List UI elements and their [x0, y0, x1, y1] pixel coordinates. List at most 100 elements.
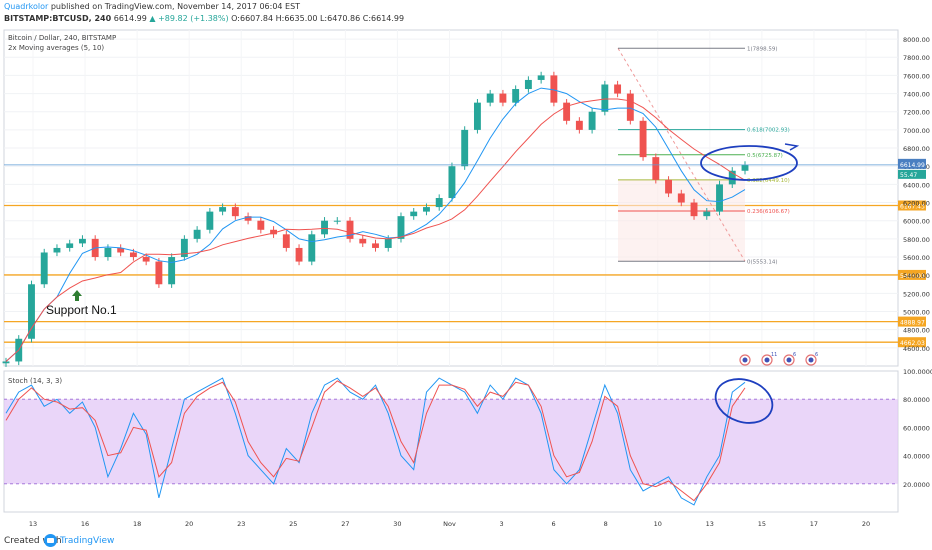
- event-dot: [742, 357, 748, 363]
- footer: Created with TradingView: [0, 532, 932, 550]
- candle-body: [372, 243, 379, 248]
- author-link[interactable]: Quadrkolor: [4, 2, 49, 11]
- up-arrow-icon: [72, 290, 82, 301]
- candle-body: [626, 93, 634, 121]
- time-axis[interactable]: 13 16 18 20 23 25 27 30 Nov 3 6 8 10 13 15 17 20: [29, 520, 870, 528]
- price-tick-label: 7800.00: [903, 54, 930, 62]
- price-tick-label: 5600.00: [903, 254, 930, 262]
- stoch-tick-label: 60.0000: [903, 424, 930, 432]
- support-price-label: 5403.03: [900, 273, 925, 280]
- candle-body: [244, 216, 252, 221]
- event-badge-count: 6: [793, 352, 796, 358]
- stoch-axis[interactable]: 100.0000 80.0000 60.0000 40.0000 20.0000: [903, 368, 932, 489]
- price-tick-label: 5000.00: [903, 309, 930, 317]
- time-tick-label: 3: [499, 520, 503, 528]
- support-price-label: 4888.97: [900, 320, 925, 327]
- price-tick-label: 6000.00: [903, 218, 930, 226]
- last-price-tag-label: 6614.99: [900, 162, 925, 169]
- candle-body: [410, 211, 418, 217]
- candle-body: [499, 93, 507, 103]
- event-dot: [808, 357, 814, 363]
- price-tick-label: 5400.00: [903, 272, 930, 280]
- stoch-tick-label: 80.0000: [903, 396, 930, 404]
- time-tick-label: 20: [862, 520, 870, 528]
- price-tick-label: 7200.00: [903, 109, 930, 117]
- candle-body: [79, 238, 86, 244]
- candle-body: [308, 234, 316, 262]
- candle-body: [219, 207, 227, 212]
- candle-body: [2, 361, 10, 364]
- chart-header: Quadrkolor published on TradingView.com,…: [0, 0, 932, 26]
- candle-body: [575, 120, 583, 130]
- candle-body: [601, 84, 609, 112]
- candle-body: [206, 211, 214, 230]
- ohlc-line: BITSTAMP:BTCUSD, 240 6614.99 ▲ +89.82 (+…: [4, 13, 404, 24]
- fib-level-label: 0(5553.14): [747, 259, 778, 265]
- candle-body: [690, 202, 698, 217]
- time-tick-label: 17: [810, 520, 818, 528]
- candle-body: [53, 247, 61, 253]
- candle-body: [155, 261, 163, 285]
- candle-body: [639, 120, 647, 158]
- price-tick-label: 4800.00: [903, 327, 930, 335]
- candle-body: [665, 179, 672, 194]
- candle-body: [231, 207, 239, 217]
- stoch-tick-label: 100.0000: [903, 368, 932, 376]
- price-tick-label: 5200.00: [903, 290, 930, 298]
- support-price-tag: [898, 200, 926, 211]
- publish-line: Quadrkolor published on TradingView.com,…: [4, 1, 300, 12]
- candle-body: [563, 102, 571, 121]
- candle-body: [168, 257, 176, 285]
- time-tick-label: 13: [706, 520, 714, 528]
- price-tick-label: 8000.00: [903, 36, 930, 44]
- candle-body: [423, 207, 430, 212]
- price-axis[interactable]: 8000.00 7800.00 7600.00 7400.00 7200.00 7000.…: [4, 36, 930, 353]
- time-tick-label: 18: [133, 520, 141, 528]
- price-tick-label: 7400.00: [903, 91, 930, 99]
- candle-body: [180, 238, 188, 258]
- event-dot: [786, 357, 792, 363]
- time-tick-label: 8: [604, 520, 608, 528]
- chart-canvas[interactable]: 6167.43 5403.03 4888.97 4662.03 1(7898.59) 0…: [0, 26, 932, 532]
- stoch-highlight-ellipse: [714, 378, 774, 424]
- time-tick-label: 13: [29, 520, 37, 528]
- candle-body: [728, 170, 736, 185]
- time-tick-label: 10: [654, 520, 662, 528]
- fib-level-label: 1(7898.59): [747, 46, 778, 52]
- countdown-tag-label: 55.47: [900, 172, 917, 179]
- stoch-k-line: [5, 377, 746, 506]
- candle-body: [716, 184, 723, 212]
- fib-level-label: 0.236(6106.67): [747, 209, 790, 215]
- ohlc-values: O:6607.84 H:6635.00 L:6470.86 C:6614.99: [231, 14, 405, 23]
- candle-body: [117, 247, 125, 253]
- candle-body: [461, 129, 469, 167]
- candle-body: [537, 75, 545, 80]
- event-badge-count: 11: [771, 352, 777, 358]
- candle-body: [270, 229, 278, 235]
- support-price-label: 4662.03: [900, 340, 925, 347]
- event-badges[interactable]: 11 6 6: [739, 352, 818, 366]
- time-tick-label: 20: [185, 520, 193, 528]
- support-price-tag: [898, 269, 926, 280]
- candle-body: [257, 220, 265, 230]
- stoch-band: [4, 399, 898, 484]
- change-label: ▲ +89.82 (+1.38%): [149, 14, 229, 23]
- price-tick-label: 7000.00: [903, 127, 930, 135]
- candle-body: [359, 238, 367, 244]
- support-lines: 6167.43 5403.03 4888.97 4662.03: [4, 200, 926, 348]
- time-tick-label: Nov: [443, 520, 456, 528]
- candle-body: [473, 102, 481, 130]
- stoch-series: [4, 377, 898, 506]
- support-annotation: Support No.1: [46, 303, 117, 317]
- time-tick-label: 23: [237, 520, 245, 528]
- price-tick-label: 7600.00: [903, 72, 930, 80]
- tradingview-link[interactable]: TradingView: [60, 536, 115, 546]
- support-price-tag: [898, 316, 926, 327]
- candle-body: [397, 216, 405, 239]
- candle-body: [193, 229, 201, 239]
- published-text: published on TradingView.com, November 1…: [48, 2, 301, 11]
- time-tick-label: 15: [758, 520, 766, 528]
- created-with-label: Created with: [4, 536, 62, 546]
- candle-body: [282, 234, 290, 248]
- fib-trend-line: [617, 48, 746, 262]
